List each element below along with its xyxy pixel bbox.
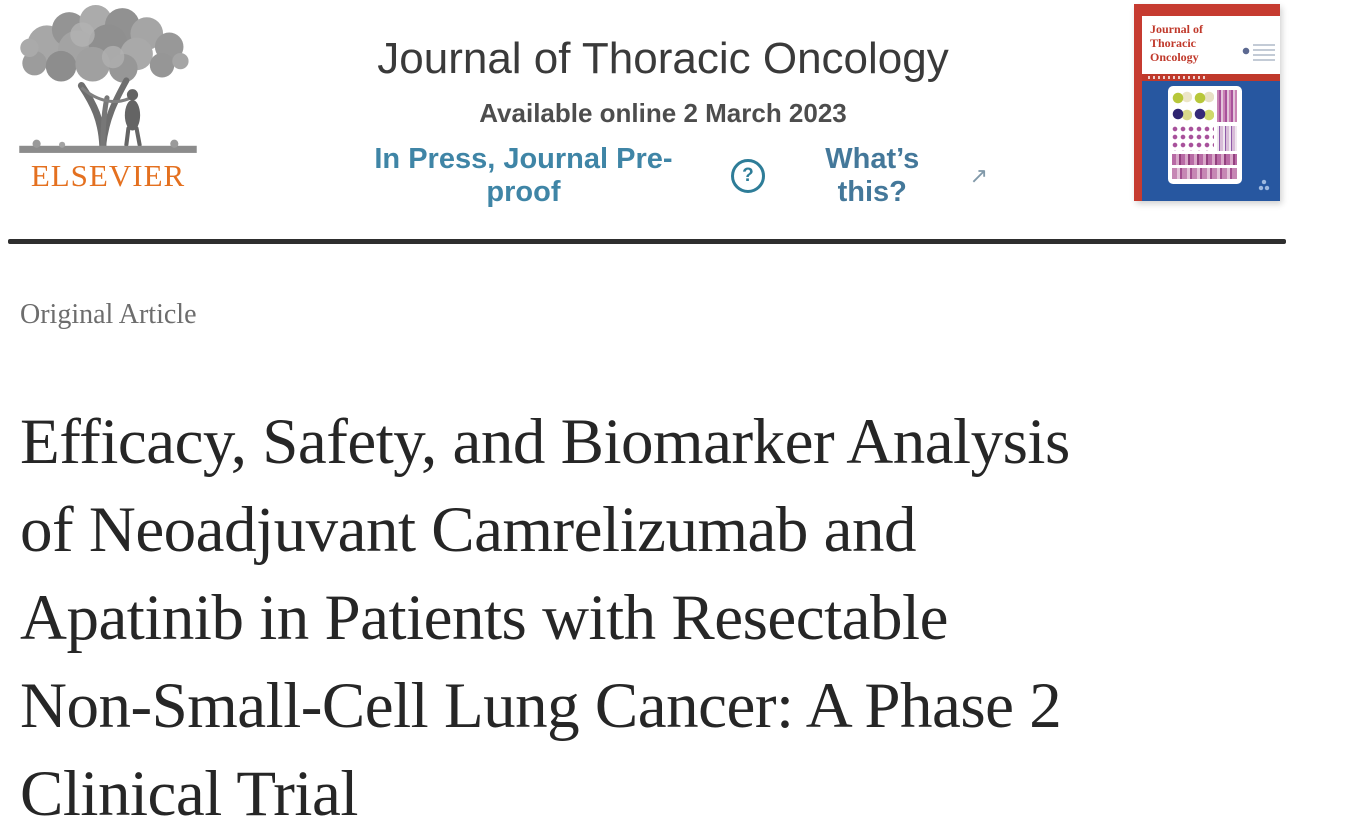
cover-figure-blob xyxy=(1194,90,1214,105)
masthead: Journal of Thoracic Oncology Available o… xyxy=(338,0,988,209)
cover-body xyxy=(1142,81,1280,201)
available-online-date: Available online 2 March 2023 xyxy=(479,98,847,128)
elsevier-logo[interactable]: ELSEVIER xyxy=(14,4,202,194)
journal-cover-thumbnail[interactable]: Journal of Thoracic Oncology xyxy=(1134,4,1280,201)
article-title-line: Apatinib in Patients with Resectable xyxy=(20,581,948,654)
elsevier-tree-icon xyxy=(19,5,197,153)
cover-mid-band xyxy=(1142,74,1280,81)
article-title-line: Efficacy, Safety, and Biomarker Analysis xyxy=(20,405,1070,478)
in-press-status-link[interactable]: In Press, Journal Pre-proof xyxy=(374,143,673,208)
elsevier-wordmark: ELSEVIER xyxy=(30,158,186,193)
header-divider xyxy=(8,239,1286,244)
cover-figure-blob xyxy=(1172,107,1192,122)
cover-figure-panel xyxy=(1168,86,1242,184)
cover-society-emblem-icon xyxy=(1241,42,1275,62)
article-title: Efficacy, Safety, and Biomarker Analysis… xyxy=(20,398,1320,838)
external-link-arrow-icon: ↗ xyxy=(969,163,988,188)
cover-histology-strip xyxy=(1217,90,1237,122)
status-row: In Press, Journal Pre-proof ? What’s thi… xyxy=(338,143,988,209)
article-title-line: Non-Small-Cell Lung Cancer: A Phase 2 xyxy=(20,669,1062,742)
cover-figure-blob xyxy=(1194,107,1214,122)
cover-histology-strip xyxy=(1217,126,1237,151)
cover-header: Journal of Thoracic Oncology xyxy=(1142,16,1280,74)
cover-histology-bar xyxy=(1172,154,1237,165)
cover-title-line: Thoracic xyxy=(1150,36,1196,50)
article-category: Original Article xyxy=(20,299,197,330)
cover-figure-blob xyxy=(1172,90,1192,105)
cover-top-band xyxy=(1134,4,1280,16)
whats-this-link[interactable]: What’s this? xyxy=(825,143,920,208)
cover-histology-bar xyxy=(1172,168,1237,179)
cover-logo-mark-icon xyxy=(1258,179,1270,193)
article-title-line: of Neoadjuvant Camrelizumab and xyxy=(20,493,917,566)
cover-left-stripe xyxy=(1134,4,1142,201)
cover-title-line: Journal of xyxy=(1150,22,1204,36)
article-title-line: Clinical Trial xyxy=(20,757,358,830)
journal-title: Journal of Thoracic Oncology xyxy=(377,34,949,83)
cover-dot-matrix xyxy=(1172,126,1214,151)
question-circle-icon[interactable]: ? xyxy=(730,159,765,193)
cover-title-line: Oncology xyxy=(1150,50,1199,64)
